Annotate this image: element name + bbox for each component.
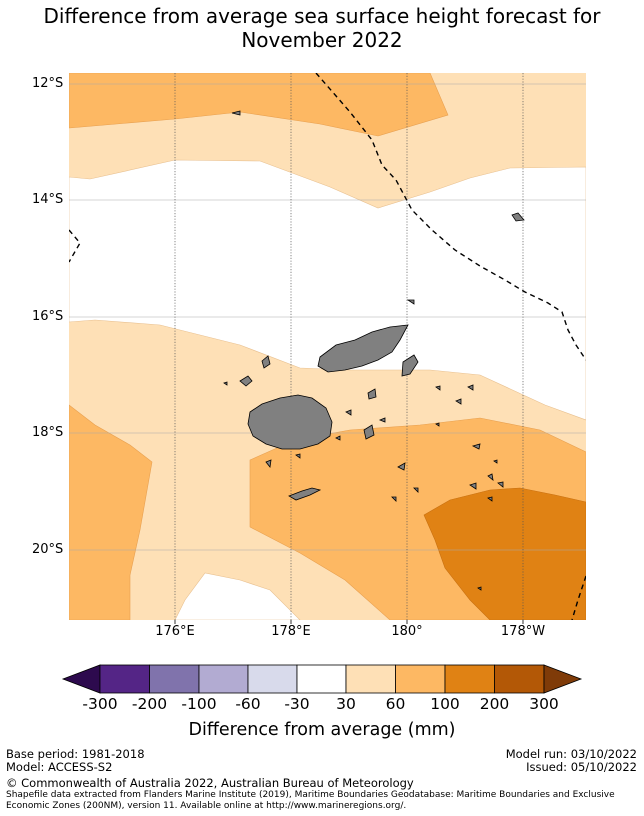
- colorbar-tick: -30: [284, 695, 310, 713]
- colorbar-tick: 300: [529, 695, 559, 713]
- copyright: © Commonwealth of Australia 2022, Austra…: [6, 776, 414, 790]
- colorbar-tick: -300: [82, 695, 118, 713]
- colorbar-tick: 100: [430, 695, 460, 713]
- latitude-lines: [69, 83, 586, 551]
- shapefile-credit: Shapefile data extracted from Flanders M…: [6, 790, 615, 811]
- lat-label-14s: 14°S: [32, 192, 64, 207]
- map-area: [69, 73, 586, 620]
- lat-label-18s: 18°S: [32, 425, 64, 440]
- eez-boundary: [69, 73, 586, 620]
- title-line-1: Difference from average sea surface heig…: [43, 4, 601, 28]
- anomaly-100-200: [423, 487, 586, 620]
- lon-label-178e: 178°E: [271, 624, 311, 639]
- colorbar-bin-2: [149, 664, 200, 694]
- anomaly-neutral-south: [174, 572, 301, 620]
- colorbar-bin-5: [296, 664, 347, 694]
- lon-label-178w: 178°W: [500, 624, 546, 639]
- colorbar-bin-4: [247, 664, 298, 694]
- base-period: Base period: 1981-2018: [6, 747, 145, 761]
- colorbar-bin-8: [444, 664, 495, 694]
- colorbar: [61, 664, 583, 694]
- model-name: Model: ACCESS-S2: [6, 760, 113, 774]
- colorbar-label: Difference from average (mm): [188, 720, 456, 740]
- colorbar-bin-9: [494, 664, 545, 694]
- title-line-2: November 2022: [241, 28, 403, 52]
- colorbar-tick: 30: [336, 695, 356, 713]
- vanua-levu: [317, 324, 409, 373]
- lat-label-16s: 16°S: [32, 309, 64, 324]
- model-run: Model run: 03/10/2022: [505, 747, 637, 761]
- lon-label-180: 180°: [391, 624, 423, 639]
- colorbar-low-extension: [61, 664, 101, 694]
- issued-date: Issued: 05/10/2022: [526, 760, 637, 774]
- viti-levu: [247, 394, 333, 450]
- lat-label-20s: 20°S: [32, 542, 64, 557]
- colorbar-bin-3: [198, 664, 249, 694]
- colorbar-bin-7: [395, 664, 446, 694]
- colorbar-bin-1: [99, 664, 150, 694]
- lon-label-176e: 176°E: [155, 624, 195, 639]
- colorbar-tick: 60: [385, 695, 406, 713]
- colorbar-tick: -200: [131, 695, 168, 713]
- kadavu: [288, 487, 322, 501]
- colorbar-tick: -100: [181, 695, 217, 713]
- colorbar-bin-6: [345, 664, 396, 694]
- anomaly-60-100-west: [69, 404, 153, 620]
- map-title: Difference from average sea surface heig…: [0, 4, 644, 52]
- lat-label-12s: 12°S: [32, 76, 64, 91]
- anomaly-neutral: [69, 159, 586, 421]
- fiji-islands: [223, 110, 525, 591]
- colorbar-high-extension: [543, 664, 583, 694]
- taveuni: [401, 354, 419, 377]
- colorbar-tick: -60: [235, 695, 261, 713]
- anomaly-60-100-north: [69, 73, 449, 137]
- axis-ticks: [174, 620, 524, 624]
- colorbar-tick: 200: [479, 695, 510, 713]
